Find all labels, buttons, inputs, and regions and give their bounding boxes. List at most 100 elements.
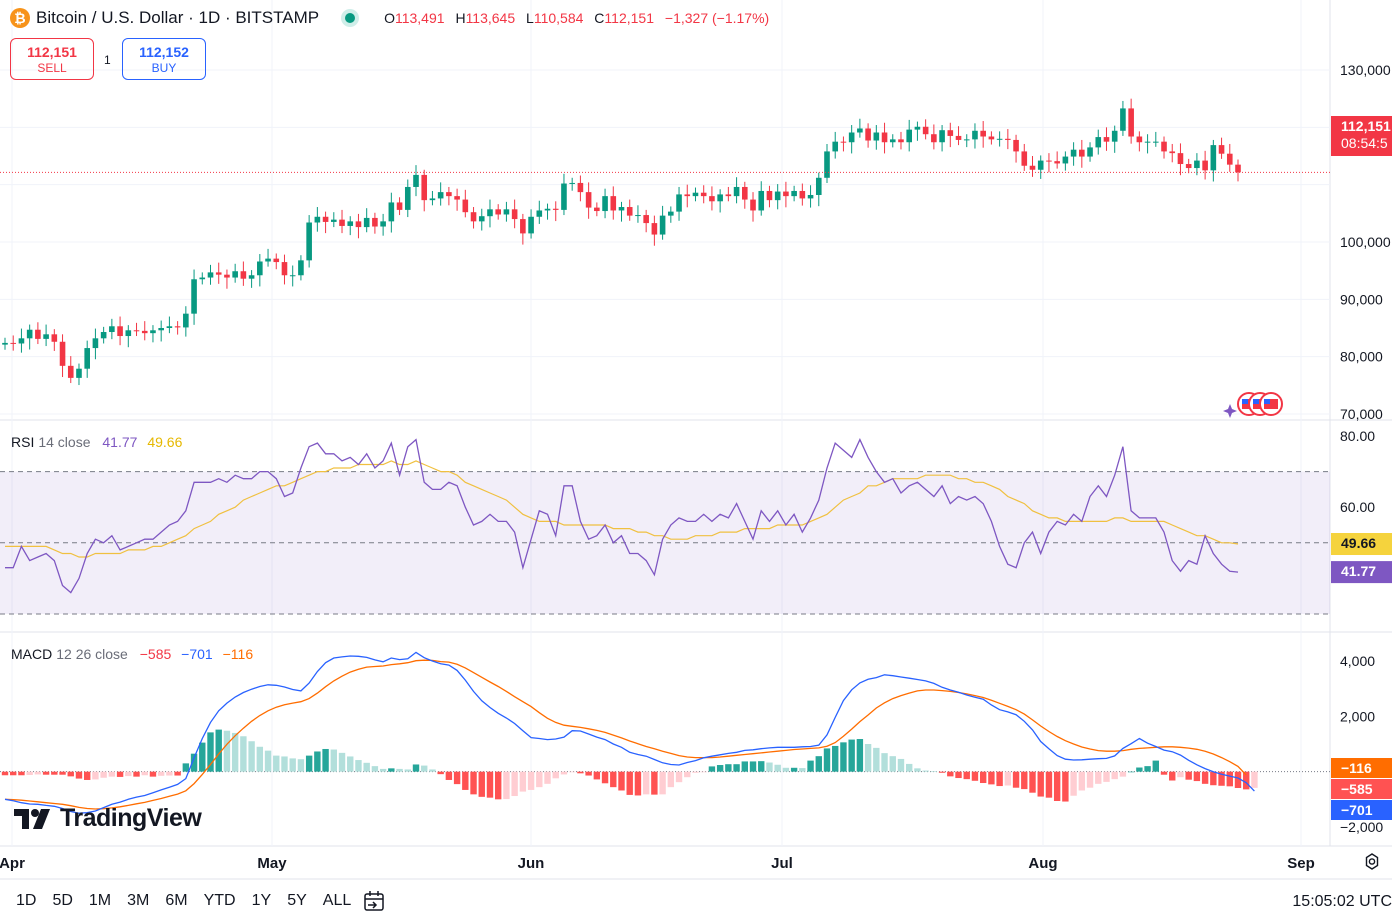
macd-histogram-bar	[388, 768, 395, 772]
macd-legend[interactable]: MACD 12 26 close −585 −701 −116	[11, 646, 254, 662]
macd-histogram-bar	[1160, 771, 1168, 775]
candle-body	[972, 130, 978, 140]
macd-histogram-bar	[1152, 760, 1159, 772]
macd-histogram-bar	[930, 771, 938, 772]
candle-body	[692, 192, 699, 197]
range-1y[interactable]: 1Y	[251, 892, 272, 909]
macd-histogram-bar	[544, 771, 551, 784]
candle-body	[150, 330, 156, 334]
macd-histogram-bar	[856, 739, 864, 772]
candle-body	[709, 196, 715, 202]
macd-histogram-bar	[716, 765, 724, 772]
range-5d[interactable]: 5D	[52, 892, 73, 909]
sparkle-icon	[1223, 404, 1237, 418]
grid	[0, 0, 1392, 880]
macd-histogram-bar	[1210, 771, 1217, 786]
macd-tick-label: 4,000	[1340, 653, 1375, 669]
macd-histogram-bar	[675, 771, 683, 783]
macd-histogram-bar	[1201, 771, 1209, 784]
rsi-legend[interactable]: RSI 14 close 41.77 49.66	[11, 434, 183, 450]
candle-body	[922, 126, 929, 135]
sell-price: 112,151	[27, 44, 77, 60]
candle-body	[347, 221, 354, 226]
macd-histogram-bar	[700, 771, 707, 773]
candle-body	[758, 190, 765, 211]
candle-body	[281, 262, 288, 276]
settings-gear-icon[interactable]	[1362, 852, 1382, 872]
macd-signal-tag-text: −116	[1341, 760, 1372, 776]
macd-histogram-bar	[486, 771, 494, 798]
macd-histogram-bar	[1021, 771, 1028, 790]
macd-signal-line	[4, 659, 1247, 810]
macd-histogram-bar	[1185, 771, 1192, 780]
macd-histogram-bar	[207, 732, 214, 772]
candle-body	[454, 196, 460, 200]
candle-body	[26, 329, 33, 339]
macd-histogram-bar	[478, 771, 485, 797]
macd-histogram-bar	[421, 765, 428, 772]
range-ytd[interactable]: YTD	[203, 892, 236, 909]
macd-histogram-bar	[782, 767, 790, 772]
candle-body	[1079, 149, 1085, 157]
macd-histogram-bar	[297, 759, 305, 772]
macd-tick-label: 2,000	[1340, 708, 1375, 724]
candle-body	[117, 326, 123, 337]
sell-button[interactable]: 112,151 SELL	[10, 38, 94, 80]
close-value: 112,151	[604, 10, 654, 26]
candle-body	[988, 136, 995, 140]
candle-body	[635, 215, 641, 217]
month-label: Sep	[1287, 855, 1315, 872]
macd-hist-tag-text: −585	[1341, 781, 1373, 797]
candle-body	[1095, 137, 1102, 148]
candle-body	[684, 194, 691, 197]
candle-body	[240, 271, 247, 279]
symbol-title[interactable]: Bitcoin / U.S. Dollar · 1D · BITSTAMP	[36, 8, 320, 27]
candle-body	[1054, 161, 1060, 164]
range-3m[interactable]: 3M	[127, 892, 150, 909]
market-open-icon	[345, 13, 356, 23]
utc-clock[interactable]: 15:05:02 UTC	[1292, 893, 1392, 910]
buy-button[interactable]: 112,152 BUY	[122, 38, 206, 80]
macd-histogram-bar	[182, 763, 190, 772]
macd-histogram-bar	[1, 771, 9, 776]
macd-histogram-bar	[758, 761, 765, 772]
month-label: Jul	[771, 855, 793, 872]
candle-body	[396, 202, 403, 210]
macd-histogram-bar	[659, 771, 666, 795]
buy-price: 112,152	[139, 44, 189, 60]
candle-body	[947, 130, 954, 136]
range-5y[interactable]: 5Y	[287, 892, 307, 909]
range-all[interactable]: ALL	[322, 892, 352, 909]
rsi-ma-tag	[1331, 533, 1392, 556]
macd-histogram-bar	[1144, 766, 1151, 772]
candle-body	[815, 177, 822, 195]
candle-body	[528, 216, 534, 234]
candle-body	[76, 368, 82, 378]
tradingview-logo[interactable]: TradingView	[14, 804, 202, 833]
macd-histogram-bar	[963, 771, 970, 780]
candle-body	[659, 215, 666, 235]
candle-body	[799, 190, 806, 199]
range-1d[interactable]: 1D	[16, 892, 37, 909]
macd-histogram-bar	[1029, 771, 1036, 793]
macd-histogram-bar	[1037, 771, 1044, 797]
candle-body	[840, 141, 847, 143]
macd-histogram-bar	[1078, 771, 1086, 791]
candle-body	[1120, 108, 1126, 131]
rsi-ma-tag-text: 49.66	[1341, 535, 1376, 551]
macd-histogram-bar	[651, 771, 658, 795]
range-1m[interactable]: 1M	[88, 892, 112, 909]
candle-body	[495, 209, 501, 215]
candle-body	[848, 132, 855, 143]
range-6m[interactable]: 6M	[165, 892, 188, 909]
goto-date-calendar-icon[interactable]	[362, 889, 386, 913]
last-price-tag-text: 08:54:5	[1341, 135, 1388, 151]
macd-histogram-bar	[823, 748, 831, 772]
candle-body	[618, 207, 625, 211]
macd-histogram-bar	[190, 753, 198, 772]
candle-body	[1103, 137, 1110, 142]
candle-body	[372, 217, 378, 227]
macd-histogram-bar	[642, 771, 650, 795]
macd-histogram-bar	[264, 750, 272, 772]
